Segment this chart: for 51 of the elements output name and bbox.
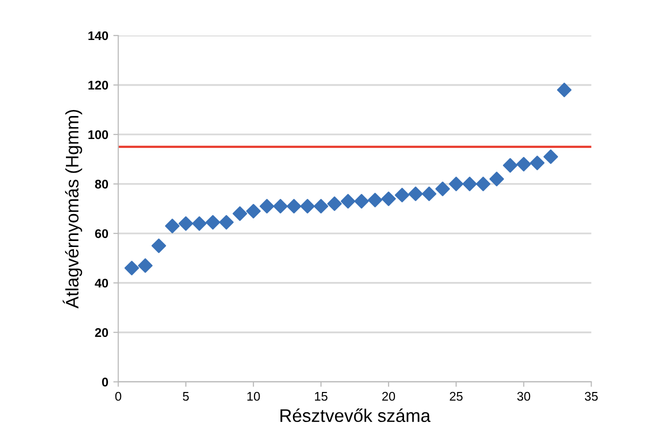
point [286, 198, 302, 214]
point [124, 260, 140, 276]
point [232, 206, 248, 221]
y-tick-label: 0 [102, 378, 108, 386]
x-tick-label: 5 [182, 392, 189, 401]
point [246, 204, 261, 218]
point [462, 176, 477, 192]
point [476, 176, 490, 192]
y-tick-label: 100 [88, 130, 108, 140]
point [206, 215, 220, 230]
point [192, 216, 207, 231]
point [394, 188, 410, 202]
point [435, 182, 450, 196]
point [314, 198, 328, 214]
point [300, 198, 315, 214]
x-axis-title: Résztvevők száma [280, 408, 431, 422]
x-tick-label: 15 [314, 392, 328, 401]
x-tick-label: 30 [517, 392, 530, 401]
x-tick-label: 20 [382, 392, 396, 401]
y-tick-label: 40 [94, 278, 108, 288]
y-tick-label: 60 [95, 229, 108, 238]
point [381, 192, 396, 206]
point [530, 156, 545, 170]
point [502, 158, 518, 173]
point [178, 216, 194, 231]
point [489, 172, 504, 186]
point [556, 82, 572, 98]
x-tick-label: 0 [115, 392, 122, 401]
y-tick-label: 20 [95, 328, 108, 338]
point [273, 198, 288, 214]
point [368, 192, 382, 208]
point [327, 196, 342, 212]
y-tick-label: 120 [88, 80, 108, 90]
y-tick-label: 80 [95, 180, 108, 189]
point [152, 238, 166, 254]
point [354, 194, 369, 209]
y-tick-label: 140 [88, 31, 108, 40]
point [165, 218, 180, 234]
x-tick-label: 35 [584, 392, 598, 401]
point [516, 156, 532, 172]
x-tick-label: 25 [450, 392, 463, 401]
point [408, 186, 423, 202]
point [340, 194, 356, 209]
point [448, 176, 464, 192]
point [422, 186, 436, 202]
x-tick-label: 10 [247, 392, 260, 401]
point [219, 215, 234, 230]
point [138, 258, 153, 273]
y-axis-title: Átlagvérnyomás (Hgmm) [62, 110, 82, 308]
point [543, 149, 558, 164]
point [260, 198, 274, 214]
